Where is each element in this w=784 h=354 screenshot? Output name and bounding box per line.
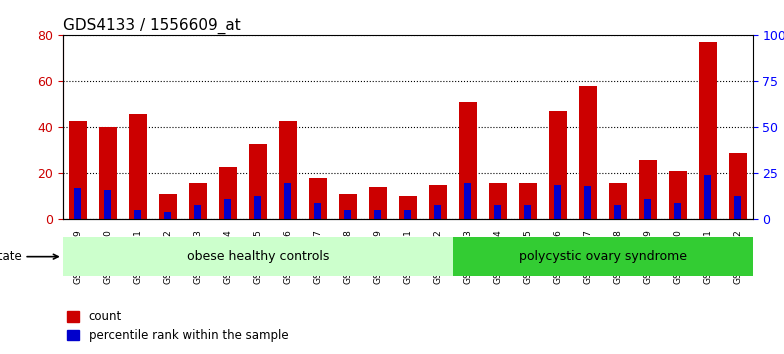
Bar [554, 184, 561, 219]
Bar [699, 42, 717, 219]
Bar [584, 186, 591, 219]
Text: disease state: disease state [0, 250, 58, 263]
Bar [254, 195, 261, 219]
Bar [344, 210, 351, 219]
Bar [219, 166, 237, 219]
Bar [728, 153, 746, 219]
Bar [339, 194, 357, 219]
Bar [524, 205, 532, 219]
Bar [284, 183, 292, 219]
Bar [374, 210, 381, 219]
Bar [189, 183, 207, 219]
Bar [579, 86, 597, 219]
Bar [459, 102, 477, 219]
Bar [644, 199, 652, 219]
Bar [249, 143, 267, 219]
Bar [104, 190, 111, 219]
Legend: count, percentile rank within the sample: count, percentile rank within the sample [63, 306, 293, 347]
Bar [74, 188, 82, 219]
Bar [164, 212, 172, 219]
Bar [488, 183, 506, 219]
Bar [549, 111, 567, 219]
Text: obese healthy controls: obese healthy controls [187, 250, 328, 263]
Text: GDS4133 / 1556609_at: GDS4133 / 1556609_at [63, 18, 241, 34]
Bar [399, 196, 416, 219]
Bar [194, 205, 201, 219]
Bar [674, 203, 681, 219]
Bar [519, 183, 537, 219]
Bar [614, 205, 621, 219]
Bar [434, 205, 441, 219]
FancyBboxPatch shape [63, 237, 452, 276]
Bar [129, 114, 147, 219]
FancyBboxPatch shape [452, 237, 753, 276]
Bar [134, 210, 141, 219]
Bar [639, 160, 657, 219]
Bar [309, 178, 327, 219]
Bar [464, 183, 471, 219]
Bar [608, 183, 626, 219]
Text: polycystic ovary syndrome: polycystic ovary syndrome [519, 250, 687, 263]
Bar [69, 120, 87, 219]
Bar [368, 187, 387, 219]
Bar [278, 120, 296, 219]
Bar [99, 127, 117, 219]
Bar [734, 195, 741, 219]
Bar [158, 194, 176, 219]
Bar [704, 175, 711, 219]
Bar [224, 199, 231, 219]
Bar [669, 171, 687, 219]
Bar [314, 203, 321, 219]
Bar [429, 185, 447, 219]
Bar [404, 210, 412, 219]
Bar [494, 205, 501, 219]
